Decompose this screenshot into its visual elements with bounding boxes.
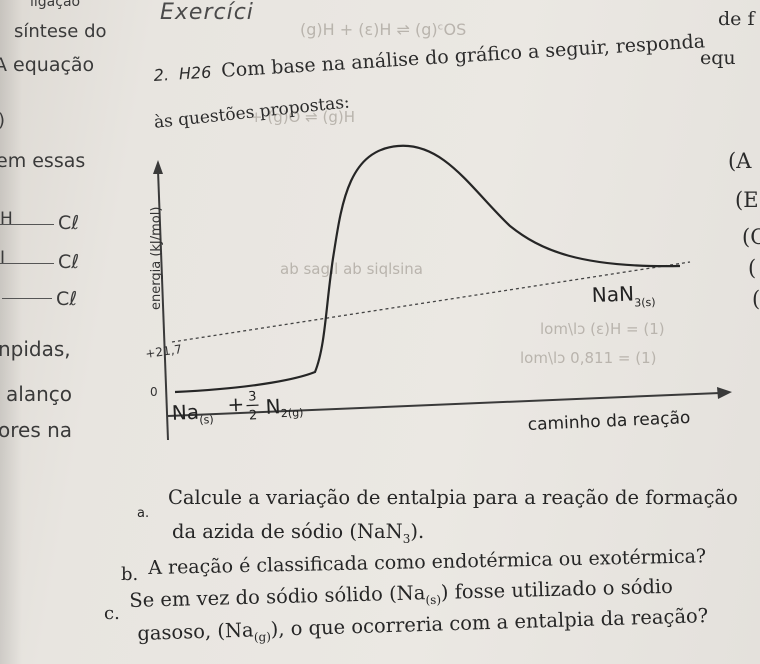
fraction-bar: [246, 404, 259, 407]
reactant-na: Na(s): [171, 399, 214, 428]
right-alt-d: (: [748, 256, 757, 280]
right-alt-a: (A: [728, 149, 752, 173]
x-axis-arrow-icon: [717, 387, 732, 399]
show-through-text: (g)H + (ε)H ⇌ (g)ᶜOS: [300, 20, 467, 39]
bond-atom: I: [0, 248, 6, 268]
left-text-sintese: síntese do: [14, 21, 107, 42]
header-de-f: de f: [718, 8, 755, 30]
coef-numerator: 3: [248, 389, 257, 404]
bond-atom: H: [0, 209, 13, 229]
item-b-marker: b.: [121, 564, 139, 585]
show-through-text: ab sagil ab siqlsina: [280, 260, 423, 278]
bond-chlorine-2: Cℓ: [58, 251, 80, 273]
right-alt-e: (: [752, 287, 760, 311]
header-equ: equ: [700, 47, 736, 69]
item-c-marker: c.: [104, 603, 120, 624]
left-text-ligacao: ligação: [30, 0, 81, 10]
tick-label-product: +21,7: [144, 342, 182, 361]
bond-chlorine-3: Cℓ: [56, 288, 78, 310]
show-through-text: + (g)O ⇌ (g)H: [250, 108, 355, 126]
coef-denominator: 2: [249, 408, 258, 423]
right-alt-b: (E: [735, 188, 759, 212]
right-alt-c: (C: [742, 225, 760, 249]
reactants-label: Na(s) + 3 2 N2(g): [171, 389, 304, 428]
tick-label-zero: 0: [150, 385, 158, 399]
left-text-em-essas: em essas: [0, 150, 86, 172]
y-axis-arrow-icon: [153, 160, 163, 174]
bond-line: [0, 224, 54, 225]
bond-line: [2, 298, 52, 299]
reactant-plus: +: [227, 392, 245, 417]
bond-line: [0, 263, 54, 264]
x-axis: [167, 392, 721, 417]
left-text-alanco: alanço: [6, 382, 72, 406]
left-text-equacao: A equação: [0, 54, 95, 76]
page-fold-shadow: [0, 0, 22, 664]
show-through-text: lom\lɔ (ε)H = (1): [540, 320, 665, 338]
show-through-text: lom\lɔ 0,811 = (1): [520, 349, 657, 367]
y-axis-label: energia (kJ/mol): [149, 207, 164, 310]
reaction-energy-curve: [174, 144, 681, 394]
item-a-line2: da azida de sódio (NaN3).: [172, 520, 425, 546]
bond-chlorine-1: Cℓ: [58, 212, 80, 234]
left-text-npidas: npidas,: [0, 337, 71, 361]
product-label: NaN3(s): [591, 281, 655, 311]
item-a-marker: a.: [137, 506, 150, 521]
item-a-line1: Calcule a variação de entalpia para a re…: [168, 486, 738, 509]
exercicio-heading: Exercíci: [160, 0, 254, 25]
reactant-n2: N2(g): [265, 393, 304, 421]
left-text-ores-na: ores na: [0, 418, 73, 442]
left-text-paren: ): [0, 110, 5, 131]
x-axis-label: caminho da reação: [527, 408, 690, 435]
y-axis: [157, 169, 169, 441]
